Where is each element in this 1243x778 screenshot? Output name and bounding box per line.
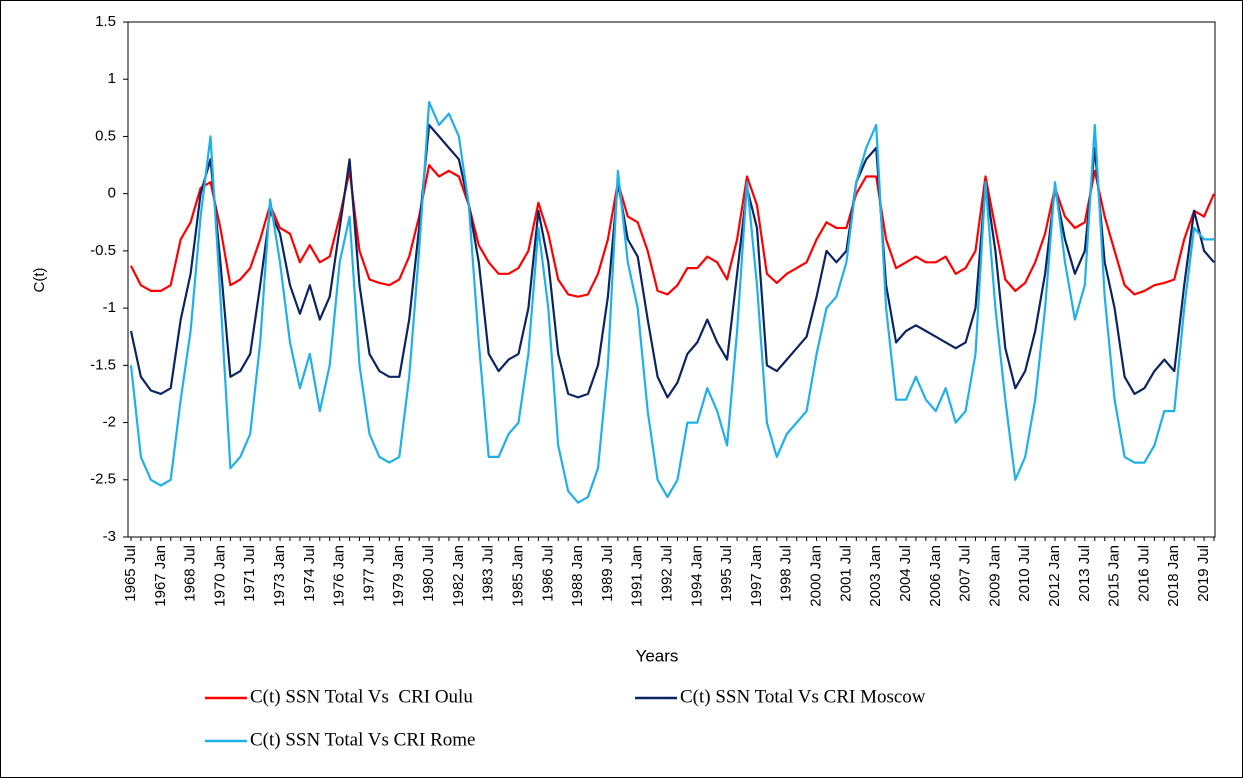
x-tick-label: 1997 Jan bbox=[748, 545, 765, 607]
x-tick-label: 2000 Jan bbox=[808, 545, 825, 607]
x-tick-label: 2006 Jan bbox=[927, 545, 944, 607]
x-tick-label: 1991 Jan bbox=[629, 545, 646, 607]
series-line bbox=[129, 123, 1215, 399]
y-tick-label: 0.5 bbox=[95, 127, 116, 144]
x-tick-label: 2010 Jul bbox=[1016, 545, 1033, 602]
x-tick-label: 2013 Jul bbox=[1076, 545, 1093, 602]
x-tick-label: 1973 Jan bbox=[271, 545, 288, 607]
y-tick-label: -2.5 bbox=[90, 471, 116, 488]
x-tick-label: 2003 Jan bbox=[867, 545, 884, 607]
x-tick-label: 1986 Jul bbox=[539, 545, 556, 602]
series-line bbox=[130, 164, 1216, 298]
y-tick-label: 0 bbox=[108, 185, 116, 202]
x-tick-label: 1998 Jul bbox=[778, 545, 795, 602]
x-tick-label: 2009 Jan bbox=[986, 545, 1003, 607]
legend-label: C(t) SSN Total Vs CRI Rome bbox=[250, 729, 475, 750]
legend-label: C(t) SSN Total Vs CRI Oulu bbox=[250, 686, 473, 707]
x-tick-label: 1971 Jul bbox=[241, 545, 258, 602]
x-tick-label: 1985 Jan bbox=[509, 545, 526, 607]
y-axis-label: C(t) bbox=[31, 268, 48, 293]
x-tick-label: 2012 Jan bbox=[1046, 545, 1063, 607]
x-axis-label: Years bbox=[636, 646, 679, 665]
plot-area bbox=[127, 21, 1216, 538]
x-tick-label: 1967 Jan bbox=[152, 545, 169, 607]
x-tick-label: 1982 Jan bbox=[450, 545, 467, 607]
x-tick-label: 1989 Jul bbox=[599, 545, 616, 602]
x-tick-label: 1980 Jul bbox=[420, 545, 437, 602]
y-tick-label: -1.5 bbox=[90, 356, 116, 373]
x-tick-label: 2016 Jul bbox=[1135, 545, 1152, 602]
legend-label: C(t) SSN Total Vs CRI Moscow bbox=[680, 686, 926, 707]
x-tick-label: 1977 Jul bbox=[360, 545, 377, 602]
x-tick-label: 1994 Jan bbox=[688, 545, 705, 607]
x-tick-label: 1965 Jul bbox=[122, 545, 139, 602]
x-tick-label: 2019 Jul bbox=[1195, 545, 1212, 602]
y-tick-label: -2 bbox=[103, 414, 116, 431]
x-tick-label: 1992 Jul bbox=[659, 545, 676, 602]
series-line bbox=[129, 101, 1214, 504]
x-tick-label: 2007 Jul bbox=[957, 545, 974, 602]
y-tick-label: 1.5 bbox=[95, 13, 116, 30]
x-tick-label: 1968 Jul bbox=[182, 545, 199, 602]
x-tick-label: 1979 Jan bbox=[390, 545, 407, 607]
x-tick-label: 1976 Jan bbox=[331, 545, 348, 607]
x-tick-label: 2018 Jan bbox=[1165, 545, 1182, 607]
x-tick-label: 1983 Jul bbox=[480, 545, 497, 602]
y-tick-label: 1 bbox=[108, 70, 116, 87]
x-tick-label: 2004 Jul bbox=[897, 545, 914, 602]
x-tick-label: 1974 Jul bbox=[301, 545, 318, 602]
x-tick-label: 1970 Jan bbox=[211, 545, 228, 607]
y-tick-label: -1 bbox=[103, 299, 116, 316]
y-tick-label: -0.5 bbox=[90, 242, 116, 259]
x-tick-label: 2015 Jan bbox=[1106, 545, 1123, 607]
x-tick-label: 2001 Jul bbox=[837, 545, 854, 602]
x-tick-label: 1988 Jan bbox=[569, 545, 586, 607]
y-tick-label: -3 bbox=[103, 528, 116, 545]
x-tick-label: 1995 Jul bbox=[718, 545, 735, 602]
